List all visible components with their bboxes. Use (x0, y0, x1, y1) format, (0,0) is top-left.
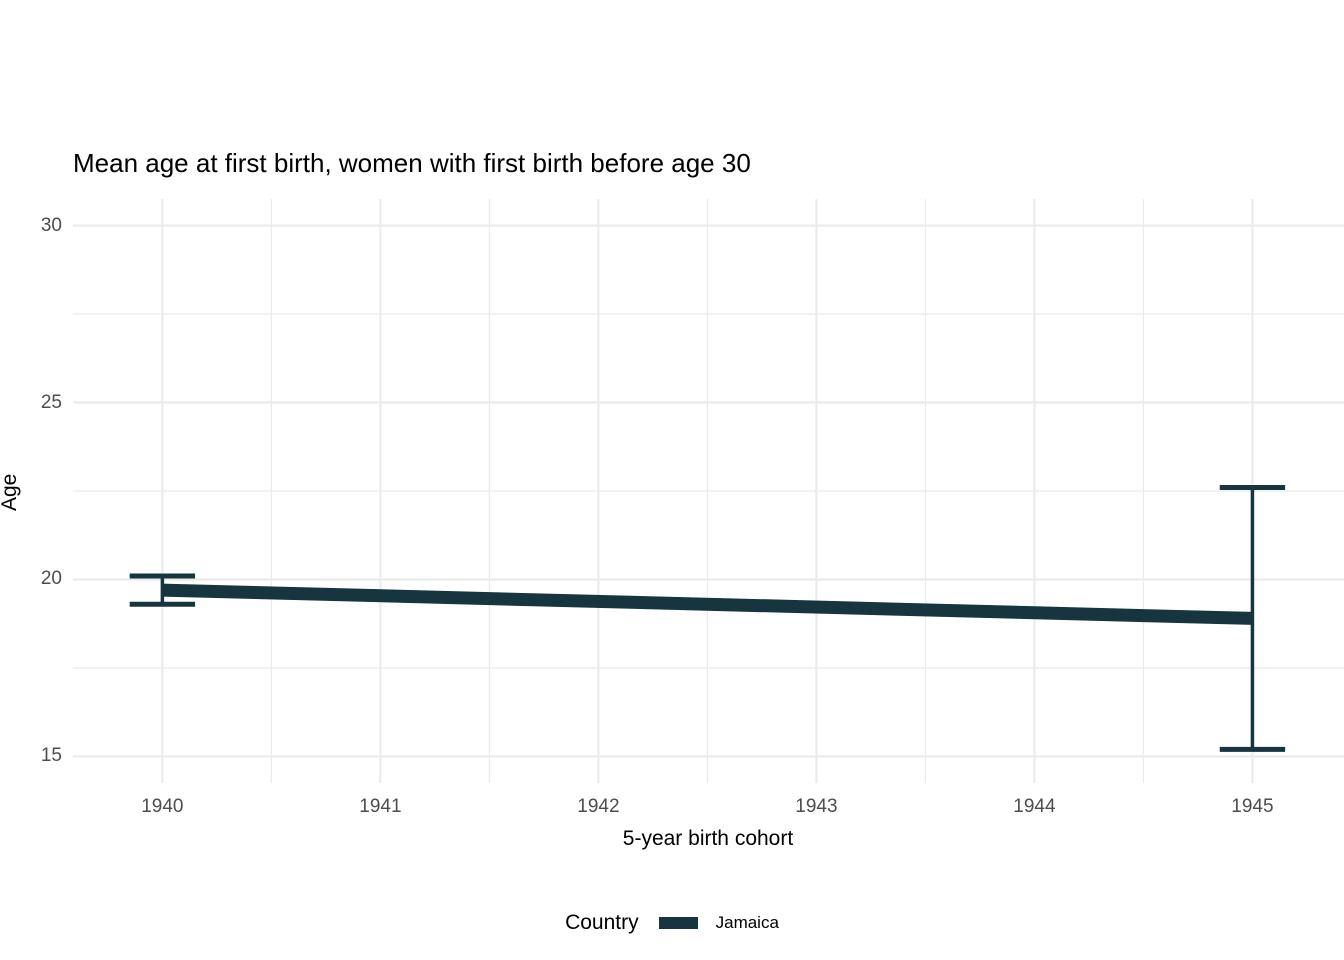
x-tick-label-1941: 1941 (359, 796, 402, 817)
y-axis-title: Age (0, 473, 21, 511)
y-tick-label-25: 25 (40, 391, 62, 413)
y-tick-label-15: 15 (40, 745, 62, 767)
chart-title: Mean age at first birth, women with firs… (73, 148, 751, 178)
y-tick-label-30: 30 (40, 214, 62, 236)
x-tick-label-1945: 1945 (1231, 796, 1274, 817)
x-tick-label-1944: 1944 (1013, 796, 1056, 817)
x-axis-title: 5-year birth cohort (622, 827, 794, 850)
legend-swatch-jamaica (658, 917, 698, 929)
x-tick-label-1940: 1940 (141, 796, 184, 817)
x-tick-label-1943: 1943 (795, 796, 838, 817)
legend-label-jamaica: Jamaica (715, 913, 779, 932)
legend: Country Jamaica (0, 901, 1344, 945)
x-tick-label-1942: 1942 (577, 796, 620, 817)
legend-title: Country (565, 911, 639, 934)
series-line-jamaica (162, 583, 1253, 625)
y-tick-label-20: 20 (40, 568, 62, 590)
